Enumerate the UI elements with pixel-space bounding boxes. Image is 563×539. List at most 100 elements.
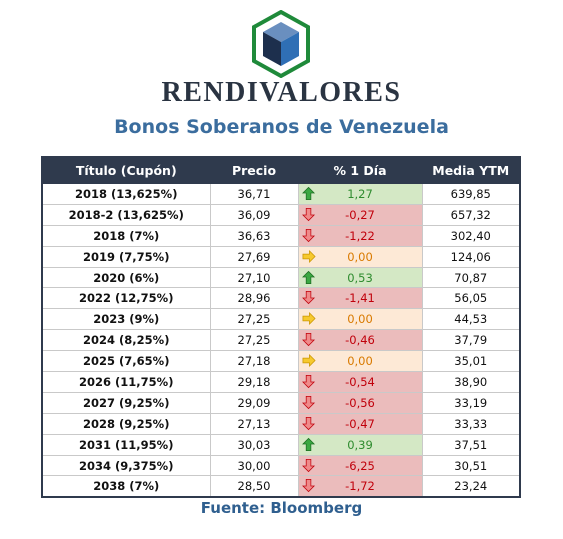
bond-change: 0,53 — [347, 270, 373, 285]
bond-title: 2024 (8,25%) — [41, 329, 211, 352]
bond-title: 2020 (6%) — [41, 266, 211, 289]
bond-ytm: 30,51 — [421, 454, 521, 477]
bond-change-cell: -6,25 — [297, 454, 423, 477]
header-title: Título (Cupón) — [41, 156, 211, 184]
bond-ytm: 35,01 — [421, 350, 521, 373]
bond-change: 0,39 — [347, 437, 373, 452]
bond-title: 2022 (12,75%) — [41, 287, 211, 310]
table-row: 2018-2 (13,625%) 36,09 -0,27 657,32 — [41, 203, 521, 226]
bond-change-cell: 0,00 — [297, 350, 423, 373]
bond-price: 27,25 — [209, 329, 299, 352]
bond-change: -0,54 — [345, 374, 375, 389]
table-row: 2026 (11,75%) 29,18 -0,54 38,90 — [41, 371, 521, 393]
table-row: 2020 (6%) 27,10 0,53 70,87 — [41, 266, 521, 289]
arrow-right-icon — [302, 249, 316, 263]
bond-title: 2027 (9,25%) — [41, 391, 211, 414]
bond-price: 27,18 — [209, 350, 299, 373]
bond-change-cell: -0,46 — [297, 329, 423, 352]
bond-title: 2019 (7,75%) — [41, 245, 211, 268]
bond-price: 36,63 — [209, 224, 299, 247]
bond-change: -0,56 — [345, 395, 375, 410]
bond-title: 2034 (9,375%) — [41, 454, 211, 477]
bond-price: 28,96 — [209, 287, 299, 310]
bond-title: 2018 (13,625%) — [41, 183, 211, 205]
arrow-up-icon — [301, 437, 315, 451]
bond-change: 1,27 — [347, 186, 373, 201]
bond-change-cell: 0,53 — [297, 266, 423, 289]
bond-price: 29,09 — [209, 391, 299, 414]
rendivalores-logo — [252, 10, 310, 78]
bond-change: -1,41 — [345, 291, 375, 306]
arrow-right-icon — [302, 312, 316, 326]
bond-change: -1,22 — [345, 228, 375, 243]
bond-price: 29,18 — [209, 371, 299, 393]
brand-name: RENDIVALORES — [161, 77, 402, 108]
arrow-down-icon — [301, 228, 315, 242]
arrow-right-icon — [302, 354, 316, 368]
bond-ytm: 37,79 — [421, 329, 521, 352]
bond-change-cell: -0,27 — [297, 203, 423, 226]
arrow-down-icon — [301, 416, 315, 430]
bond-change-cell: -1,22 — [297, 224, 423, 247]
table-row: 2019 (7,75%) 27,69 0,00 124,06 — [41, 245, 521, 268]
source-note: Fuente: Bloomberg — [200, 499, 363, 517]
bond-ytm: 38,90 — [421, 371, 521, 393]
arrow-down-icon — [301, 333, 315, 347]
page-title: Bonos Soberanos de Venezuela — [114, 116, 449, 138]
bond-price: 27,13 — [209, 412, 299, 435]
table-row: 2023 (9%) 27,25 0,00 44,53 — [41, 308, 521, 331]
bond-title: 2018-2 (13,625%) — [41, 203, 211, 226]
bond-change: -1,72 — [345, 479, 375, 494]
table-row: 2022 (12,75%) 28,96 -1,41 56,05 — [41, 287, 521, 310]
table-row: 2031 (11,95%) 30,03 0,39 37,51 — [41, 433, 521, 456]
bond-ytm: 33,33 — [421, 412, 521, 435]
arrow-down-icon — [301, 458, 315, 472]
bond-change: -0,47 — [345, 416, 375, 431]
table-header-row: Título (Cupón) Precio % 1 Día Media YTM — [41, 156, 521, 184]
arrow-down-icon — [301, 375, 315, 389]
bond-title: 2028 (9,25%) — [41, 412, 211, 435]
arrow-up-icon — [301, 186, 315, 200]
table-body: 2018 (13,625%) 36,71 1,27 639,85 2018-2 (13,… — [41, 183, 521, 499]
bond-price: 27,69 — [209, 245, 299, 268]
table-row: 2018 (7%) 36,63 -1,22 302,40 — [41, 224, 521, 247]
bond-ytm: 70,87 — [421, 266, 521, 289]
table-row: 2038 (7%) 28,50 -1,72 23,24 — [41, 475, 521, 499]
bond-change-cell: 0,00 — [297, 245, 423, 268]
bond-ytm: 639,85 — [421, 183, 521, 205]
bond-ytm: 44,53 — [421, 308, 521, 331]
table-row: 2024 (8,25%) 27,25 -0,46 37,79 — [41, 329, 521, 352]
header-ytm: Media YTM — [421, 156, 521, 184]
bond-change-cell: -0,54 — [297, 371, 423, 393]
bond-change: -6,25 — [345, 458, 375, 473]
bond-price: 36,09 — [209, 203, 299, 226]
bond-change: 0,00 — [347, 312, 373, 327]
bond-title: 2023 (9%) — [41, 308, 211, 331]
bond-title: 2025 (7,65%) — [41, 350, 211, 373]
table-row: 2027 (9,25%) 29,09 -0,56 33,19 — [41, 391, 521, 414]
header-price: Precio — [209, 156, 299, 184]
bond-price: 27,25 — [209, 308, 299, 331]
bond-change-cell: 0,00 — [297, 308, 423, 331]
bond-change-cell: 0,39 — [297, 433, 423, 456]
bond-price: 36,71 — [209, 183, 299, 205]
bond-change-cell: -0,56 — [297, 391, 423, 414]
bonds-table: Título (Cupón) Precio % 1 Día Media YTM … — [41, 156, 521, 499]
bond-title: 2018 (7%) — [41, 224, 211, 247]
bond-title: 2038 (7%) — [41, 475, 211, 499]
bond-change-cell: -1,41 — [297, 287, 423, 310]
bond-ytm: 33,19 — [421, 391, 521, 414]
bond-price: 27,10 — [209, 266, 299, 289]
bond-price: 28,50 — [209, 475, 299, 499]
bond-ytm: 56,05 — [421, 287, 521, 310]
bond-price: 30,00 — [209, 454, 299, 477]
bond-title: 2026 (11,75%) — [41, 371, 211, 393]
table-row: 2034 (9,375%) 30,00 -6,25 30,51 — [41, 454, 521, 477]
bond-price: 30,03 — [209, 433, 299, 456]
arrow-up-icon — [301, 270, 315, 284]
bond-change-cell: -0,47 — [297, 412, 423, 435]
bond-change-cell: 1,27 — [297, 183, 423, 205]
bond-change: 0,00 — [347, 249, 373, 264]
bond-title: 2031 (11,95%) — [41, 433, 211, 456]
bond-ytm: 124,06 — [421, 245, 521, 268]
